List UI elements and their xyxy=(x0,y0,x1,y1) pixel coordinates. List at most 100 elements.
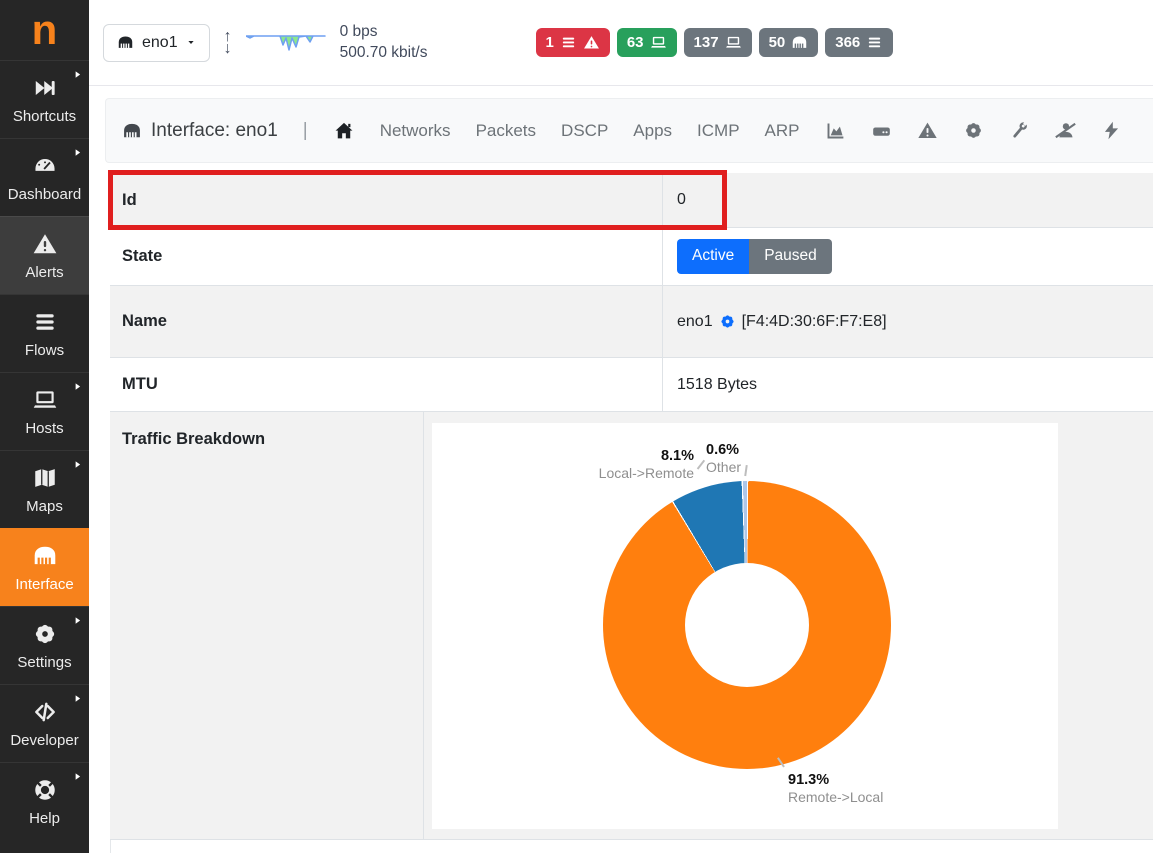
sidebar-item-interface[interactable]: Interface xyxy=(0,528,89,606)
sidebar-item-hosts[interactable]: Hosts xyxy=(0,372,89,450)
interface-id-value: 0 xyxy=(677,191,686,208)
warning-triangle-icon xyxy=(583,34,600,51)
interface-name-value: eno1 xyxy=(677,312,713,330)
interface-selector-value: eno1 xyxy=(142,33,178,51)
sidebar-item-dashboard[interactable]: Dashboard xyxy=(0,138,89,216)
slice-percent: 8.1% xyxy=(660,448,694,464)
row-label: Id xyxy=(110,173,663,227)
badge-count: 1 xyxy=(545,34,554,51)
sidebar-item-label: Settings xyxy=(17,653,72,671)
tab-icmp[interactable]: ICMP xyxy=(697,120,740,140)
ntopng-logo[interactable]: n xyxy=(31,6,58,53)
slice-percent: 0.6% xyxy=(706,442,740,458)
interface-navbar: Interface: eno1 | Networks Packets DSCP … xyxy=(105,98,1153,163)
tab-networks[interactable]: Networks xyxy=(379,120,451,140)
main-area: eno1 ↑ ↓ 0 bps 500.70 kbit/s 1 63 137 xyxy=(89,0,1153,853)
sidebar-item-alerts[interactable]: Alerts xyxy=(0,216,89,294)
leader-line xyxy=(696,459,705,470)
slice-label-remote-local: 91.3% Remote->Local xyxy=(788,772,883,805)
user-slash-icon[interactable] xyxy=(1055,120,1076,141)
wrench-icon[interactable] xyxy=(1009,120,1030,141)
gear-icon xyxy=(32,621,58,647)
sidebar-item-settings[interactable]: Settings xyxy=(0,606,89,684)
tab-arp[interactable]: ARP xyxy=(764,120,800,140)
chart-area-icon[interactable] xyxy=(825,120,846,141)
leader-line xyxy=(744,464,748,477)
list-icon xyxy=(560,34,577,51)
tab-apps[interactable]: Apps xyxy=(633,120,673,140)
slice-label-local-remote: 8.1% Local->Remote xyxy=(599,448,694,481)
ethernet-icon xyxy=(117,34,134,51)
hdd-icon[interactable] xyxy=(871,120,892,141)
separator: | xyxy=(302,119,308,141)
sidebar-item-shortcuts[interactable]: Shortcuts xyxy=(0,60,89,138)
row-label: Name xyxy=(110,286,663,357)
table-row-mtu: MTU 1518 Bytes xyxy=(110,358,1153,412)
interface-details-table: Id 0 State Active Paused Name eno1 [F4:4D… xyxy=(108,170,1153,840)
sidebar-item-flows[interactable]: Flows xyxy=(0,294,89,372)
donut-ring xyxy=(603,481,891,769)
sidebar-item-label: Hosts xyxy=(25,419,64,437)
table-row-name: Name eno1 [F4:4D:30:6F:F7:E8] xyxy=(110,286,1153,358)
active-hosts-badge[interactable]: 63 xyxy=(616,28,677,57)
sidebar-item-label: Flows xyxy=(24,341,65,359)
tab-packets[interactable]: Packets xyxy=(475,120,537,140)
row-label: MTU xyxy=(110,358,663,411)
all-hosts-badge[interactable]: 137 xyxy=(683,28,752,57)
ethernet-icon xyxy=(122,121,142,141)
laptop-icon xyxy=(32,387,58,413)
bars-icon xyxy=(32,309,58,335)
content-bottom-spacer xyxy=(110,840,1153,853)
bolt-icon[interactable] xyxy=(1101,120,1122,141)
interface-selector-dropdown[interactable]: eno1 xyxy=(103,23,210,62)
chevron-right-icon xyxy=(73,148,82,157)
gear-icon[interactable] xyxy=(719,313,736,330)
throughput-rates: 0 bps 500.70 kbit/s xyxy=(340,22,428,62)
sidebar-item-label: Help xyxy=(29,809,60,827)
badge-count: 50 xyxy=(768,34,786,51)
chevron-right-icon xyxy=(73,772,82,781)
chevron-right-icon xyxy=(73,616,82,625)
dashboard-gauge-icon xyxy=(32,153,58,179)
upload-rate: 0 bps xyxy=(339,23,378,41)
warning-triangle-icon[interactable] xyxy=(917,120,938,141)
donut-hole xyxy=(685,563,809,687)
badge-count: 137 xyxy=(693,34,719,51)
download-rate: 500.70 kbit/s xyxy=(339,43,428,61)
chevron-right-icon xyxy=(73,460,82,469)
sidebar: n Shortcuts Dashboard Alerts Flows Hosts… xyxy=(0,0,89,853)
slice-name: Other xyxy=(706,458,742,475)
alerts-badge[interactable]: 1 xyxy=(535,28,610,57)
badge-count: 366 xyxy=(835,34,861,51)
fast-forward-icon xyxy=(32,75,58,101)
gear-icon[interactable] xyxy=(963,120,984,141)
chevron-right-icon xyxy=(73,70,82,79)
page-title-text: Interface: eno1 xyxy=(151,119,278,141)
tab-dscp[interactable]: DSCP xyxy=(561,120,609,140)
table-row-id: Id 0 xyxy=(110,173,1153,228)
slice-name: Local->Remote xyxy=(598,464,694,481)
chevron-right-icon xyxy=(73,694,82,703)
home-icon[interactable] xyxy=(333,120,355,142)
ethernet-icon xyxy=(32,543,58,569)
traffic-sparkline[interactable] xyxy=(245,30,326,56)
sidebar-item-label: Developer xyxy=(10,731,79,749)
table-row-state: State Active Paused xyxy=(110,228,1153,286)
life-ring-icon xyxy=(32,777,58,803)
sidebar-item-maps[interactable]: Maps xyxy=(0,450,89,528)
state-active-button[interactable]: Active xyxy=(677,239,750,274)
sidebar-item-developer[interactable]: Developer xyxy=(0,684,89,762)
chevron-down-icon xyxy=(186,39,196,46)
laptop-icon xyxy=(725,34,742,51)
warning-triangle-icon xyxy=(32,231,58,257)
devices-badge[interactable]: 50 xyxy=(758,28,819,57)
chevron-right-icon xyxy=(73,382,82,391)
laptop-icon xyxy=(650,34,667,51)
sidebar-item-help[interactable]: Help xyxy=(0,762,89,840)
page-title: Interface: eno1 xyxy=(122,120,278,142)
slice-percent: 91.3% xyxy=(788,772,830,788)
state-paused-button[interactable]: Paused xyxy=(749,239,832,274)
slice-name: Remote->Local xyxy=(788,788,884,805)
flows-badge[interactable]: 366 xyxy=(825,28,894,57)
interface-mac-value: [F4:4D:30:6F:F7:E8] xyxy=(741,312,887,330)
